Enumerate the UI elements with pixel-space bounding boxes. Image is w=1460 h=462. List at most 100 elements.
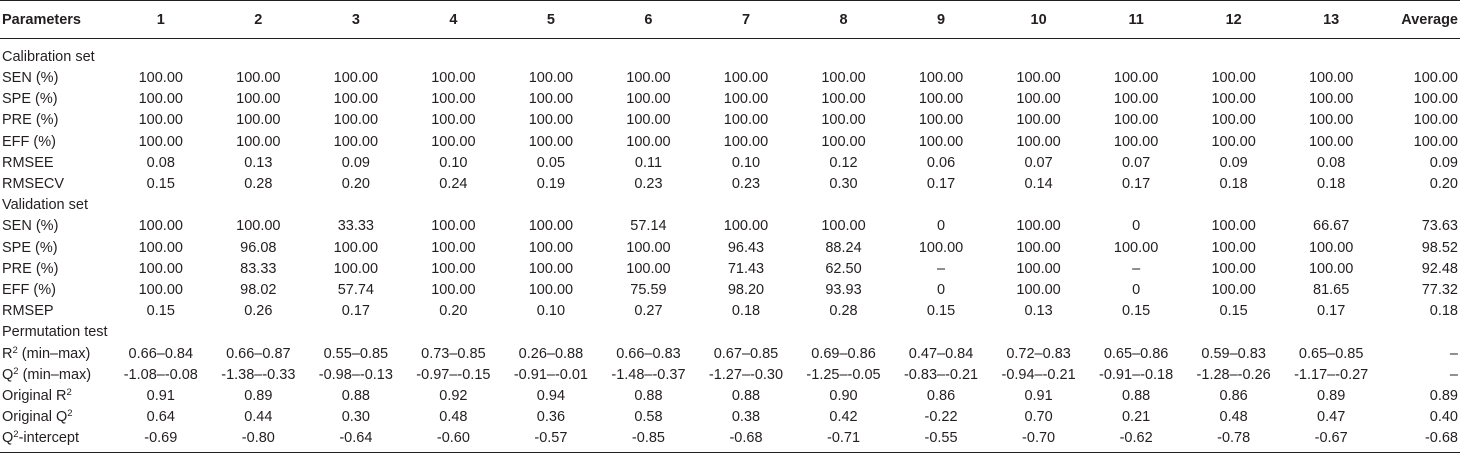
value-cell: 0.30 <box>341 409 370 426</box>
value-cell: 100.00 <box>918 239 964 256</box>
average-cell: 100.00 <box>1413 91 1458 108</box>
section-row: Validation set <box>0 195 1460 216</box>
row-label-suffix: (min–max) <box>18 366 92 383</box>
row-label: PRE (%) <box>0 259 112 280</box>
table-row: EFF (%) 100.00 100.00 100.00 100.00 100.00 100… <box>0 132 1460 153</box>
value-cell: 100.00 <box>138 281 183 298</box>
value-cell: 100.00 <box>918 91 964 108</box>
value-cell: 98.20 <box>727 281 765 298</box>
value-cell: 57.74 <box>337 281 374 298</box>
row-label-superscript: 2 <box>13 429 19 441</box>
table-row: Q2 (min–max) -1.08–-0.08 -1.38–-0.33 -0.98–… <box>0 365 1460 386</box>
row-label: RMSEE <box>0 153 112 174</box>
value-cell: 100.00 <box>333 70 379 87</box>
value-cell: 100.00 <box>1016 260 1061 277</box>
section-row: Calibration set <box>0 39 1460 69</box>
average-cell: 77.32 <box>1421 281 1458 298</box>
value-cell: – <box>937 260 946 277</box>
value-cell: 0.88 <box>731 387 761 404</box>
value-cell: 0.08 <box>1317 154 1346 171</box>
value-cell: 0.89 <box>244 387 273 404</box>
value-cell: 100.00 <box>528 91 574 108</box>
table-header: Parameters 1 2 3 4 5 6 7 8 9 10 11 12 13 Average <box>0 0 1460 39</box>
value-cell: 0.21 <box>1121 409 1151 426</box>
value-cell: 100.00 <box>431 218 476 235</box>
value-cell: 0.65–0.85 <box>1298 345 1364 362</box>
average-cell: 100.00 <box>1413 112 1458 129</box>
value-cell: 75.59 <box>630 281 667 298</box>
row-label: Q2 (min–max) <box>0 365 112 386</box>
value-cell: 0.65–0.86 <box>1103 345 1169 362</box>
row-label-text: PRE (%) <box>2 112 59 129</box>
value-cell: 0.20 <box>439 303 468 320</box>
value-cell: 0 <box>937 281 946 298</box>
value-cell: 0.47–0.84 <box>908 345 974 362</box>
value-cell: 0.13 <box>244 154 273 171</box>
value-cell: 0.15 <box>146 176 175 193</box>
value-cell: 0.66–0.87 <box>226 345 291 362</box>
value-cell: 0.20 <box>341 176 370 193</box>
row-label-text: SEN (%) <box>2 218 59 235</box>
value-cell: 0.66–0.83 <box>616 345 681 362</box>
value-cell: 100.00 <box>626 70 671 87</box>
table-row: SPE (%) 100.00 96.08 100.00 100.00 100.00 100.… <box>0 238 1460 259</box>
value-cell: 0.64 <box>146 409 175 426</box>
value-cell: 0.88 <box>634 387 663 404</box>
value-cell: 0.23 <box>634 176 663 193</box>
value-cell: -1.27–-0.30 <box>708 366 784 383</box>
value-cell: -0.60 <box>404 428 503 454</box>
value-cell: 100.00 <box>821 70 866 87</box>
value-cell: 71.43 <box>727 260 765 277</box>
value-cell: 100.00 <box>1113 70 1159 87</box>
value-cell: 100.00 <box>918 133 964 150</box>
value-cell: -0.22 <box>924 409 958 426</box>
header-column-10: 10 <box>989 0 1088 39</box>
average-cell: 100.00 <box>1413 70 1458 87</box>
value-cell: 0.17 <box>1317 303 1346 320</box>
value-cell: 100.00 <box>626 260 671 277</box>
value-cell: 100.00 <box>1308 91 1354 108</box>
row-label-text: RMSEE <box>2 154 54 171</box>
value-cell: 0.91 <box>146 387 175 404</box>
value-cell: 0.86 <box>1219 387 1248 404</box>
header-column-12: 12 <box>1184 0 1283 39</box>
value-cell: 57.14 <box>630 218 667 235</box>
value-cell: 0.17 <box>341 303 370 320</box>
value-cell: 100.00 <box>431 112 476 129</box>
value-cell: -1.48–-0.37 <box>611 366 686 383</box>
table-row: R2 (min–max) 0.66–0.84 0.66–0.87 0.55–0.85 0… <box>0 343 1460 364</box>
header-column-9: 9 <box>892 0 990 39</box>
row-label: EFF (%) <box>0 132 112 153</box>
value-cell: 0.19 <box>536 176 566 193</box>
value-cell: -0.67 <box>1282 428 1380 454</box>
value-cell: 100.00 <box>138 260 183 277</box>
value-cell: 0.15 <box>146 303 175 320</box>
value-cell: 100.00 <box>431 91 476 108</box>
value-cell: 0 <box>937 218 946 235</box>
average-cell: 0.40 <box>1429 409 1458 426</box>
value-cell: -0.71 <box>794 428 893 454</box>
value-cell: 0.11 <box>634 154 663 171</box>
value-cell: 100.00 <box>333 133 379 150</box>
value-cell: 100.00 <box>821 112 866 129</box>
value-cell: 100.00 <box>1016 239 1061 256</box>
value-cell: 0 <box>1132 218 1141 235</box>
value-cell: -0.80 <box>209 428 308 454</box>
table-row: RMSEE 0.08 0.13 0.09 0.10 0.05 0.11 0.10 0.12 0.0… <box>0 153 1460 174</box>
value-cell: 0.55–0.85 <box>323 345 389 362</box>
value-cell: 0.92 <box>439 387 468 404</box>
value-cell: 83.33 <box>240 260 277 277</box>
value-cell: 0.28 <box>829 303 858 320</box>
value-cell: 100.00 <box>1113 239 1159 256</box>
value-cell: -0.70 <box>989 428 1088 454</box>
section-title: Permutation test <box>2 324 108 341</box>
value-cell: 88.24 <box>825 239 862 256</box>
value-cell: 100.00 <box>626 239 671 256</box>
row-label: EFF (%) <box>0 280 112 301</box>
value-cell: 100.00 <box>723 218 769 235</box>
row-label-suffix: -intercept <box>18 430 80 447</box>
value-cell: 100.00 <box>236 91 281 108</box>
value-cell: 100.00 <box>528 112 574 129</box>
row-label: R2 (min–max) <box>0 343 112 364</box>
value-cell: 0.17 <box>926 176 956 193</box>
